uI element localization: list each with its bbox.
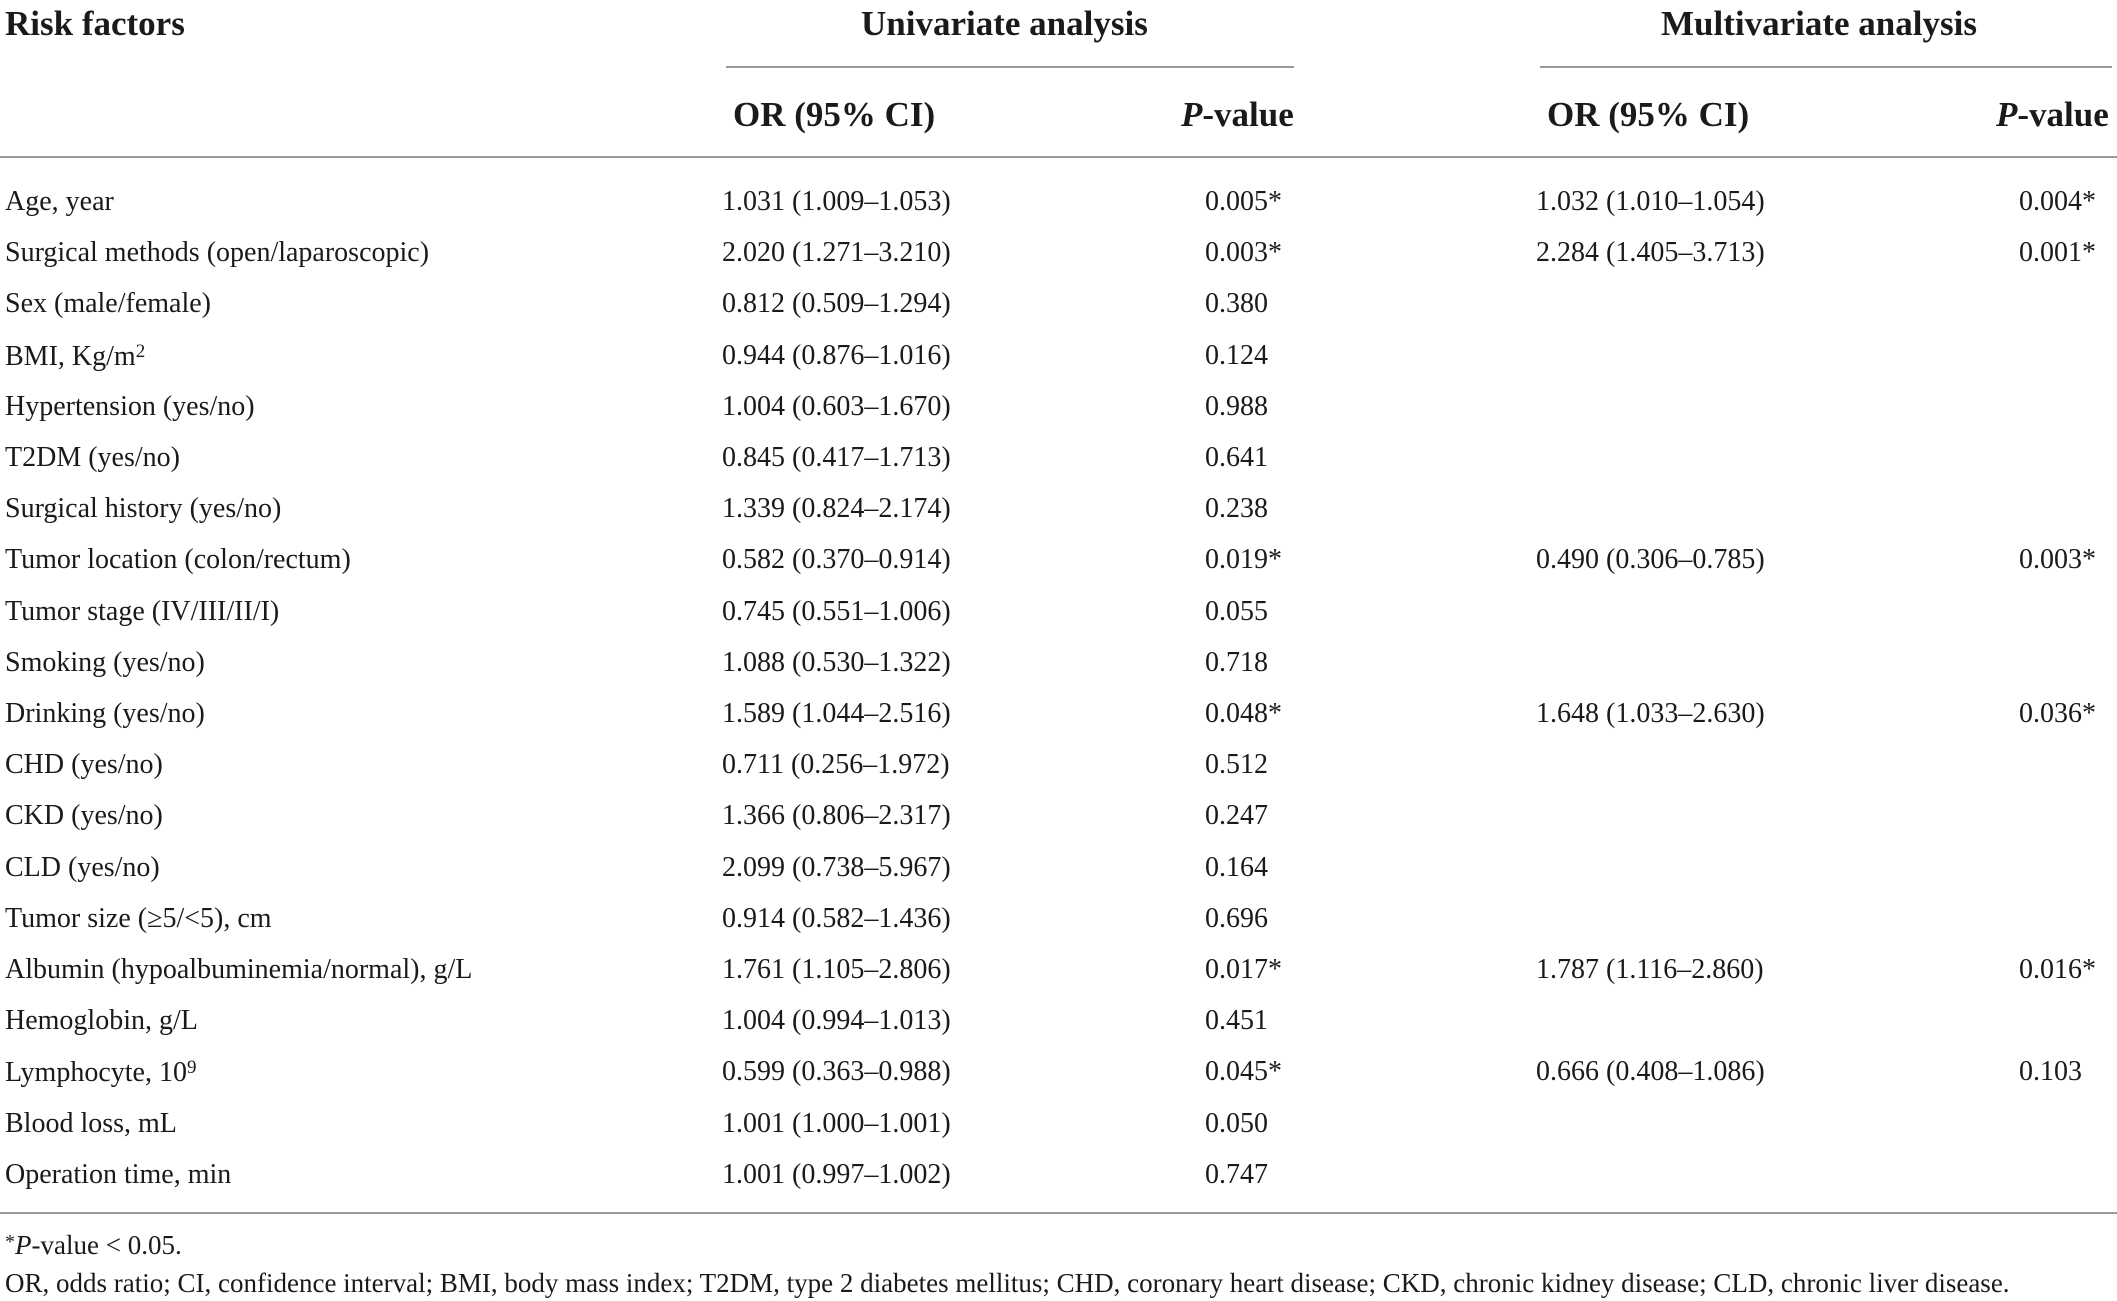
cell-univariate-or: 1.366 (0.806–2.317) — [722, 800, 951, 831]
cell-risk-factor: BMI, Kg/m2 — [5, 341, 146, 372]
header-risk-factors: Risk factors — [5, 4, 185, 43]
header-univariate-or-ci: OR (95% CI) — [733, 95, 936, 134]
cell-univariate-p: 0.017* — [1205, 954, 1282, 985]
header-multivariate-analysis: Multivariate analysis — [1661, 4, 1977, 43]
header-multivariate-or-ci: OR (95% CI) — [1547, 95, 1750, 134]
cell-multivariate-p: 0.103 — [2019, 1056, 2082, 1087]
cell-risk-factor: Blood loss, mL — [5, 1108, 177, 1139]
cell-risk-factor: Drinking (yes/no) — [5, 698, 205, 729]
superscript: 2 — [135, 341, 146, 362]
cell-multivariate-or: 0.490 (0.306–0.785) — [1536, 544, 1765, 575]
cell-risk-factor: Surgical methods (open/laparoscopic) — [5, 237, 430, 268]
cell-risk-factor: Sex (male/female) — [5, 288, 212, 319]
cell-risk-factor: CLD (yes/no) — [5, 852, 160, 883]
cell-multivariate-p: 0.016* — [2019, 954, 2096, 985]
cell-univariate-p: 0.019* — [1205, 544, 1282, 575]
cell-univariate-or: 0.812 (0.509–1.294) — [722, 288, 951, 319]
cell-risk-factor: Tumor stage (IV/III/II/I) — [5, 596, 280, 627]
cell-univariate-p: 0.696 — [1205, 903, 1268, 934]
cell-multivariate-p: 0.036* — [2019, 698, 2096, 729]
cell-risk-factor: CHD (yes/no) — [5, 749, 163, 780]
cell-univariate-or: 0.845 (0.417–1.713) — [722, 442, 951, 473]
cell-univariate-or: 2.020 (1.271–3.210) — [722, 237, 951, 268]
footnote-significance: *P-value < 0.05. — [5, 1230, 182, 1260]
cell-univariate-or: 1.031 (1.009–1.053) — [722, 186, 951, 217]
cell-univariate-p: 0.718 — [1205, 647, 1268, 678]
cell-risk-factor: Hemoglobin, g/L — [5, 1005, 198, 1036]
cell-univariate-p: 0.164 — [1205, 852, 1268, 883]
cell-multivariate-or: 2.284 (1.405–3.713) — [1536, 237, 1765, 268]
cell-univariate-or: 1.339 (0.824–2.174) — [722, 493, 951, 524]
cell-univariate-or: 1.004 (0.603–1.670) — [722, 391, 951, 422]
cell-univariate-or: 0.944 (0.876–1.016) — [722, 340, 951, 371]
cell-risk-factor: Operation time, min — [5, 1159, 232, 1190]
cell-univariate-or: 1.761 (1.105–2.806) — [722, 954, 951, 985]
cell-univariate-p: 0.247 — [1205, 800, 1268, 831]
cell-univariate-p: 0.747 — [1205, 1159, 1268, 1190]
cell-multivariate-or: 1.032 (1.010–1.054) — [1536, 186, 1765, 217]
multivariate-group-rule — [1540, 66, 2112, 68]
cell-univariate-or: 0.745 (0.551–1.006) — [722, 596, 951, 627]
cell-risk-factor: CKD (yes/no) — [5, 800, 163, 831]
cell-univariate-p: 0.048* — [1205, 698, 1282, 729]
cell-risk-factor: Age, year — [5, 186, 114, 217]
cell-risk-factor: Tumor size (≥5/<5), cm — [5, 903, 272, 934]
cell-univariate-p: 0.641 — [1205, 442, 1268, 473]
cell-univariate-or: 1.589 (1.044–2.516) — [722, 698, 951, 729]
cell-univariate-p: 0.005* — [1205, 186, 1282, 217]
header-multivariate-p-value: P-value — [1996, 95, 2109, 134]
cell-univariate-p: 0.988 — [1205, 391, 1268, 422]
cell-risk-factor: Tumor location (colon/rectum) — [5, 544, 351, 575]
cell-univariate-or: 1.088 (0.530–1.322) — [722, 647, 951, 678]
cell-univariate-p: 0.055 — [1205, 596, 1268, 627]
cell-univariate-or: 0.582 (0.370–0.914) — [722, 544, 951, 575]
cell-risk-factor: Hypertension (yes/no) — [5, 391, 255, 422]
superscript: 9 — [186, 1057, 197, 1078]
cell-univariate-p: 0.045* — [1205, 1056, 1282, 1087]
header-univariate-p-value: P-value — [1181, 95, 1294, 134]
cell-univariate-or: 0.914 (0.582–1.436) — [722, 903, 951, 934]
cell-risk-factor: Lymphocyte, 109 — [5, 1057, 197, 1088]
univariate-group-rule — [726, 66, 1294, 68]
cell-univariate-or: 0.599 (0.363–0.988) — [722, 1056, 951, 1087]
cell-univariate-or: 1.001 (1.000–1.001) — [722, 1108, 951, 1139]
cell-multivariate-or: 1.787 (1.116–2.860) — [1536, 954, 1764, 985]
cell-multivariate-or: 1.648 (1.033–2.630) — [1536, 698, 1765, 729]
cell-risk-factor: Albumin (hypoalbuminemia/normal), g/L — [5, 954, 473, 985]
cell-univariate-p: 0.003* — [1205, 237, 1282, 268]
cell-risk-factor: Surgical history (yes/no) — [5, 493, 282, 524]
cell-univariate-p: 0.512 — [1205, 749, 1268, 780]
cell-univariate-or: 1.004 (0.994–1.013) — [722, 1005, 951, 1036]
cell-multivariate-p: 0.004* — [2019, 186, 2096, 217]
footnote-abbreviations: OR, odds ratio; CI, confidence interval;… — [5, 1268, 2010, 1298]
cell-univariate-p: 0.238 — [1205, 493, 1268, 524]
cell-univariate-p: 0.451 — [1205, 1005, 1268, 1036]
cell-multivariate-p: 0.003* — [2019, 544, 2096, 575]
cell-univariate-or: 1.001 (0.997–1.002) — [722, 1159, 951, 1190]
table-bottom-rule — [0, 1212, 2117, 1214]
cell-risk-factor: T2DM (yes/no) — [5, 442, 180, 473]
cell-univariate-p: 0.050 — [1205, 1108, 1268, 1139]
cell-univariate-p: 0.380 — [1205, 288, 1268, 319]
cell-univariate-or: 2.099 (0.738–5.967) — [722, 852, 951, 883]
header-univariate-analysis: Univariate analysis — [861, 4, 1148, 43]
cell-risk-factor: Smoking (yes/no) — [5, 647, 205, 678]
cell-univariate-p: 0.124 — [1205, 340, 1268, 371]
cell-univariate-or: 0.711 (0.256–1.972) — [722, 749, 950, 780]
header-bottom-rule — [0, 156, 2117, 158]
cell-multivariate-p: 0.001* — [2019, 237, 2096, 268]
cell-multivariate-or: 0.666 (0.408–1.086) — [1536, 1056, 1765, 1087]
